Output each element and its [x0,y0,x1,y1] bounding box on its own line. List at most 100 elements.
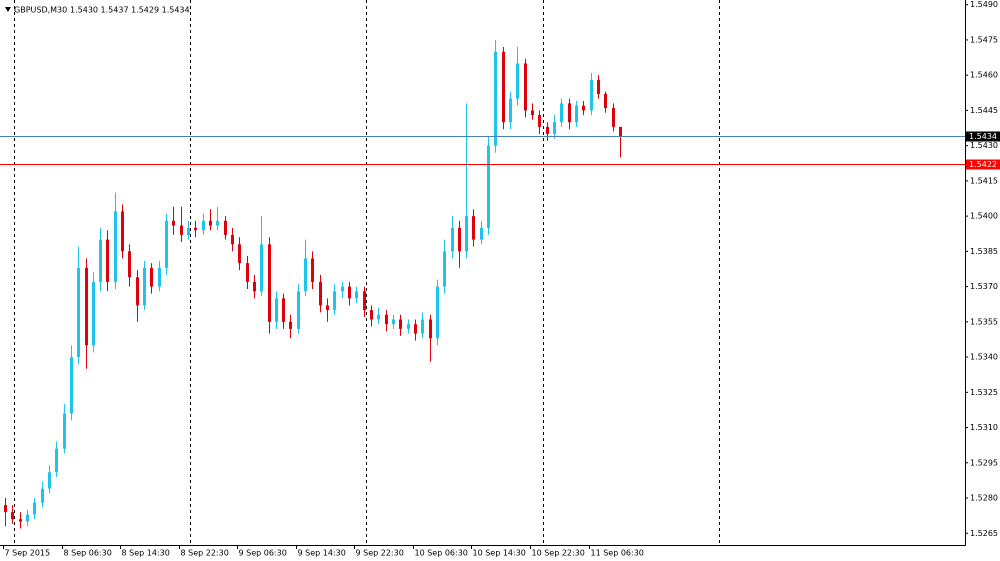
candle-body [341,286,344,292]
candle-body [311,258,314,282]
candle-body [33,502,36,515]
x-tick-label: 11 Sep 06:30 [591,549,644,558]
candle-body [70,357,73,414]
candle-body [414,324,417,334]
candle-body [590,79,593,111]
candle-body [407,324,410,329]
y-tick-label: 1.5430 [970,141,998,150]
candle-body [377,314,380,320]
candle-body [319,281,322,306]
y-tick-label: 1.5325 [970,388,998,397]
candle-body [363,291,366,311]
period-separators [14,0,720,545]
candle-body [472,216,475,240]
candle-body [11,512,14,520]
candle-body [516,63,519,99]
y-tick-label: 1.5280 [970,494,998,503]
candle-body [41,488,44,503]
x-tick-label: 10 Sep 06:30 [415,549,468,558]
candle-body [582,105,585,111]
candle-body [370,310,373,320]
candle-body [502,51,505,123]
candle-body [216,220,219,226]
candle-body [143,267,146,306]
y-tick-label: 1.5265 [970,529,998,538]
x-tick-label: 7 Sep 2015 [5,549,51,558]
candle-body [399,319,402,329]
y-tick-label: 1.5415 [970,176,998,185]
menu-arrow[interactable] [5,7,11,12]
candle-body [136,277,139,306]
candle-body [26,514,29,522]
candle-body [55,448,58,473]
candle-body [443,251,446,287]
candle-body [480,227,483,240]
price-tag [966,131,1000,142]
candle-body [106,239,109,282]
quote: 1.5430 1.5437 1.5429 1.5434 [70,6,190,15]
candle-body [158,267,161,287]
candle-body [92,281,95,346]
candle-body [304,258,307,292]
y-tick-label: 1.5460 [970,71,998,80]
candle-body [421,319,424,334]
candle-body [172,220,175,226]
candle-body [165,220,168,268]
candle-body [560,103,563,123]
candle-body [253,281,256,292]
candle-body [487,145,490,228]
candle-body [612,108,615,127]
candle-body [4,505,7,513]
candle-body [509,98,512,123]
x-tick-label: 9 Sep 22:30 [356,549,404,558]
candle-body [494,51,497,146]
candle-body [121,211,124,252]
candle-body [568,103,571,123]
candle-body [99,239,102,282]
candle-body [546,126,549,134]
x-tick-label: 8 Sep 06:30 [64,549,112,558]
candle-body [619,126,622,137]
x-tick-label: 10 Sep 22:30 [532,549,585,558]
candle-body [63,413,66,449]
candle-body [348,286,351,299]
candle-body [202,220,205,231]
candle-body [268,244,271,322]
candle-body [85,267,88,346]
candle-body [150,267,153,287]
price-tag [966,159,1000,170]
y-tick-label: 1.5370 [970,282,998,291]
y-tick-label: 1.5385 [970,247,998,256]
candle-body [575,105,578,123]
candle-body [275,298,278,322]
price-tag-label: 1.5434 [969,132,997,141]
y-tick-label: 1.5400 [970,212,998,221]
candle-body [385,314,388,325]
candle-body [326,305,329,311]
candle-body [194,227,197,231]
candle-body [333,291,336,311]
candle-body [451,227,454,252]
x-tick-label: 10 Sep 14:30 [473,549,526,558]
y-tick-label: 1.5340 [970,353,998,362]
candle-body [553,122,556,134]
candle-body [209,220,212,226]
candle-body [260,244,263,292]
x-tick-label: 8 Sep 14:30 [122,549,170,558]
candle-body [355,291,358,299]
candle-body [246,263,249,282]
candle-body [436,286,439,339]
candle-body [180,225,183,235]
candle-body [187,227,190,235]
candle-body [19,519,22,522]
y-tick-label: 1.5490 [970,0,998,9]
candle-body [458,227,461,252]
candle-body [465,216,468,252]
x-tick-label: 8 Sep 22:30 [181,549,229,558]
candle-body [231,234,234,245]
price-tag-label: 1.5422 [969,160,997,169]
candle-body [597,79,600,94]
candle-body [48,472,51,489]
